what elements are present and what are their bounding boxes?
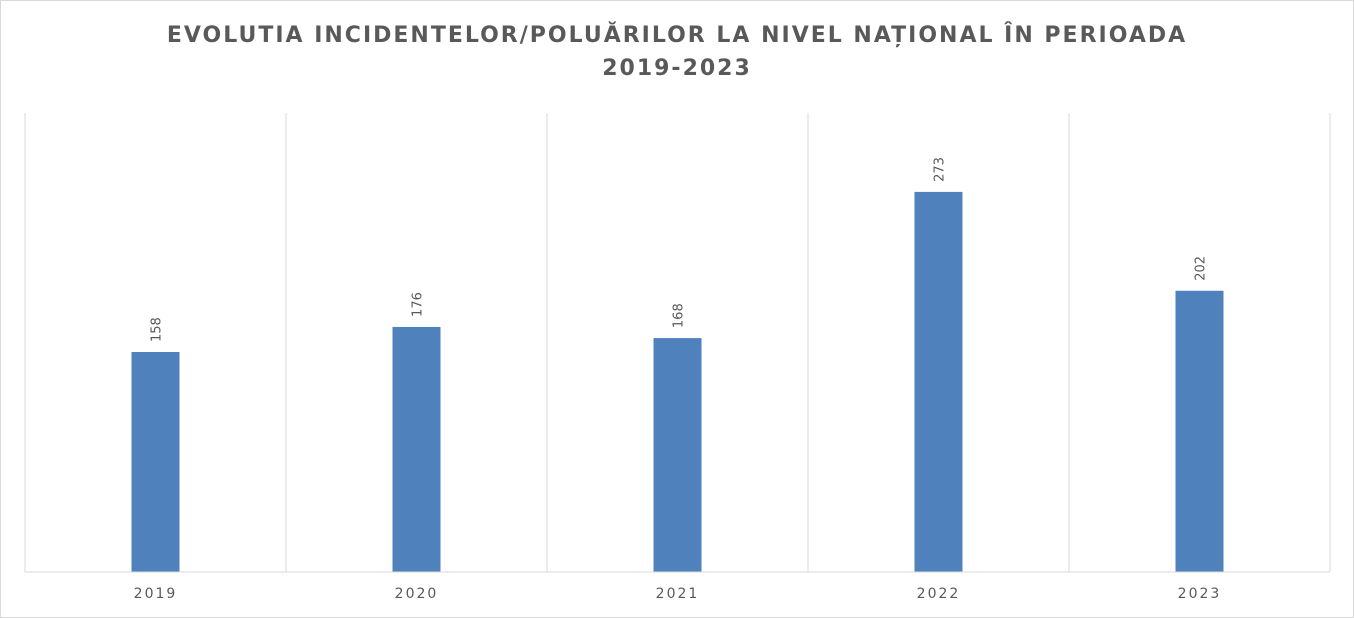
data-label-2022: 273 xyxy=(933,157,948,182)
bar-2021 xyxy=(653,338,702,572)
x-tick-label-2019: 2019 xyxy=(134,586,178,602)
x-tick-label-2020: 2020 xyxy=(395,586,439,602)
bar-2023 xyxy=(1175,290,1224,572)
data-label-2021: 168 xyxy=(672,303,687,328)
bar-2019 xyxy=(131,352,180,572)
chart-title: EVOLUTIA INCIDENTELOR/POLUĂRILOR LA NIVE… xyxy=(166,23,1188,81)
x-tick-label-2023: 2023 xyxy=(1178,586,1222,602)
bar-2022 xyxy=(914,191,963,572)
gridlines xyxy=(24,113,1331,572)
data-label-2020: 176 xyxy=(411,292,426,317)
x-tick-label-2021: 2021 xyxy=(656,586,700,602)
data-labels: 158 176 168 273 202 xyxy=(150,157,1209,342)
bars xyxy=(131,191,1224,572)
x-tick-labels: 2019 2020 2021 2022 2023 xyxy=(134,586,1222,602)
data-label-2019: 158 xyxy=(150,317,165,342)
bar-2020 xyxy=(392,326,441,572)
data-label-2023: 202 xyxy=(1194,256,1209,281)
x-tick-label-2022: 2022 xyxy=(917,586,961,602)
